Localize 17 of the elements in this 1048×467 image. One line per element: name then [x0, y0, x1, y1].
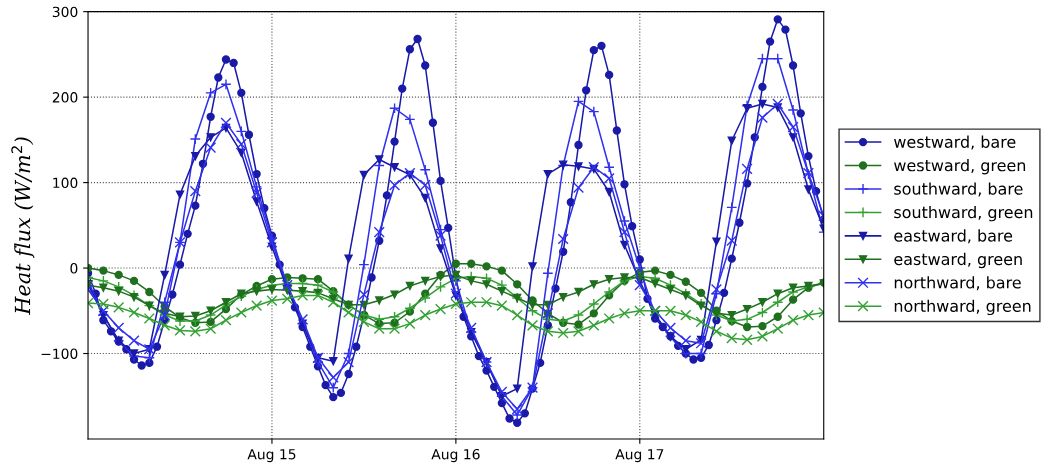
y-tick-label: 0: [70, 263, 78, 274]
legend-label: eastward, green: [894, 252, 1022, 269]
y-tick-label: 100: [53, 177, 78, 189]
x-tick-label: Aug 16: [431, 448, 480, 463]
y-tick-label: 200: [52, 92, 78, 103]
y-tick-label: 300: [52, 6, 78, 18]
legend-label: westward, bare: [894, 135, 1016, 150]
legend-label: westward, green: [894, 158, 1026, 175]
legend-label: eastward, bare: [894, 229, 1013, 244]
y-tick-label: −100: [41, 348, 78, 359]
x-tick-label: Aug 15: [247, 449, 296, 463]
legend-label: southward, bare: [894, 182, 1023, 197]
legend-label: northward, green: [894, 299, 1031, 316]
legend-label: southward, green: [894, 205, 1033, 222]
x-tick-label: Aug 17: [615, 449, 664, 463]
legend-label: northward, bare: [894, 276, 1021, 291]
y-axis-title: Heat flux (W/m$^{2}$): [11, 137, 35, 316]
